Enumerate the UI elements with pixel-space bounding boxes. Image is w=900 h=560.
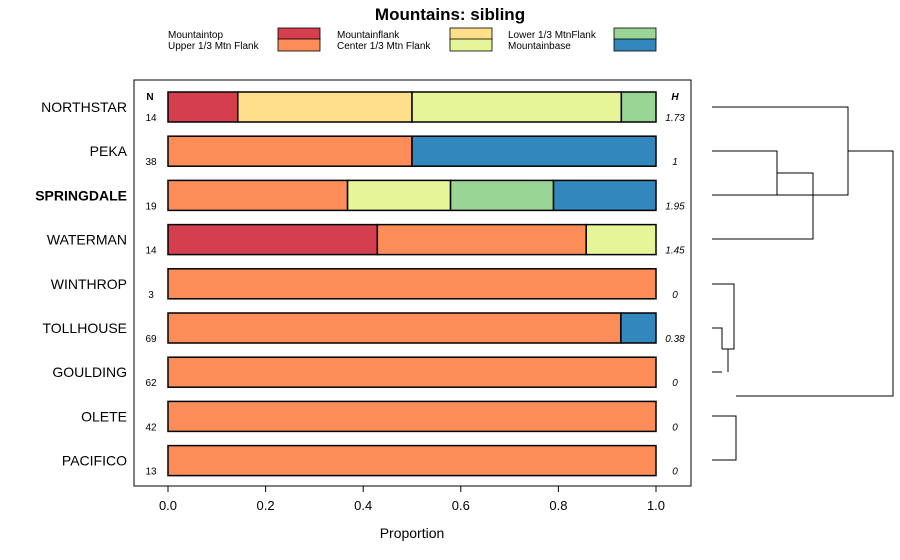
n-value-goulding: 62 — [145, 378, 157, 389]
bar-segment-northstar-lower-1-3-mtnflank — [620, 91, 657, 123]
bar-segment-peka-upper-1-3-mtn-flank — [167, 135, 413, 167]
n-value-waterman: 14 — [145, 246, 157, 257]
category-label-goulding: GOULDING — [52, 364, 127, 380]
n-value-springdale: 19 — [145, 201, 157, 212]
bar-segment-northstar-mountaintop — [167, 91, 239, 123]
category-label-winthrop: WINTHROP — [51, 276, 127, 292]
bar-segment-olete-upper-1-3-mtn-flank — [167, 400, 657, 433]
legend-label-mountainbase: Mountainbase — [508, 41, 571, 52]
x-tick-label: 0.2 — [257, 498, 275, 513]
legend-swatch-mountainflank — [449, 27, 493, 41]
chart-rows: NORTHSTAR 14 1.73 PEKA 38 1 SPRINGDALE 19 1.95 WA… — [35, 91, 685, 478]
dendrogram-branch-5 — [712, 283, 735, 350]
x-axis: 0.0 0.2 0.4 0.6 0.8 1.0 — [159, 486, 665, 513]
bar-segment-springdale-lower-1-3-mtnflank — [449, 179, 555, 212]
dendrogram-branch-6 — [712, 327, 723, 349]
h-value-winthrop: 0 — [672, 290, 678, 301]
h-value-northstar: 1.73 — [665, 113, 685, 124]
bar-segment-springdale-mountainbase — [552, 179, 657, 212]
legend-swatch-lower-1-3-mtnflank — [613, 27, 657, 41]
dendrogram-branch-4 — [736, 150, 894, 397]
bar-segment-waterman-mountaintop — [167, 223, 379, 256]
legend-swatch-center-1-3-mtn-flank — [449, 38, 493, 52]
legend-label-mountainflank: Mountainflank — [337, 30, 400, 41]
dendrogram — [712, 106, 894, 461]
legend-swatch-mountaintop — [277, 27, 321, 41]
n-value-winthrop: 3 — [148, 290, 154, 301]
plot-frame — [133, 79, 692, 487]
h-value-peka: 1 — [672, 157, 678, 168]
h-value-waterman: 1.45 — [665, 246, 685, 257]
bar-segment-winthrop-upper-1-3-mtn-flank — [167, 268, 657, 300]
bar-segment-goulding-upper-1-3-mtn-flank — [167, 356, 657, 388]
legend-swatch-upper-1-3-mtn-flank — [277, 38, 321, 52]
x-tick-label: 0.8 — [549, 498, 567, 513]
legend-label-center-1-3-mtn-flank: Center 1/3 Mtn Flank — [337, 41, 431, 52]
n-value-olete: 42 — [145, 422, 157, 433]
dendrogram-branch-2 — [712, 150, 778, 195]
legend-label-lower-1-3-mtnflank: Lower 1/3 MtnFlank — [508, 30, 597, 41]
bar-segment-waterman-center-1-3-mtn-flank — [585, 223, 657, 256]
bar-segment-tollhouse-mountainbase — [620, 312, 657, 344]
legend-label-upper-1-3-mtn-flank: Upper 1/3 Mtn Flank — [168, 41, 260, 52]
legend-label-mountaintop: Mountaintop — [168, 30, 223, 41]
dendrogram-branch-3 — [712, 172, 814, 240]
n-value-pacifico: 13 — [145, 467, 157, 478]
h-value-goulding: 0 — [672, 378, 678, 389]
n-value-northstar: 14 — [145, 113, 157, 124]
n-value-peka: 38 — [145, 157, 157, 168]
category-label-tollhouse: TOLLHOUSE — [42, 320, 127, 336]
dendrogram-branch-8 — [722, 348, 729, 372]
bar-segment-peka-mountainbase — [411, 135, 657, 167]
h-value-springdale: 1.95 — [665, 201, 685, 212]
h-value-pacifico: 0 — [672, 467, 678, 478]
n-column-header: N — [146, 92, 153, 103]
n-value-tollhouse: 69 — [145, 334, 157, 345]
bar-segment-waterman-upper-1-3-mtn-flank — [376, 223, 587, 256]
h-value-olete: 0 — [672, 422, 678, 433]
bar-segment-springdale-upper-1-3-mtn-flank — [167, 179, 349, 212]
bar-segment-pacifico-upper-1-3-mtn-flank — [167, 444, 657, 477]
bar-segment-tollhouse-upper-1-3-mtn-flank — [167, 312, 622, 344]
h-column-header: H — [671, 92, 679, 103]
x-tick-label: 0.0 — [159, 498, 177, 513]
category-label-northstar: NORTHSTAR — [41, 99, 127, 115]
x-axis-label: Proportion — [380, 525, 445, 541]
chart-title: Mountains: sibling — [375, 5, 525, 24]
bar-segment-northstar-center-1-3-mtn-flank — [411, 91, 623, 123]
category-label-pacifico: PACIFICO — [62, 453, 127, 469]
h-value-tollhouse: 0.38 — [665, 334, 685, 345]
dendrogram-branch-9 — [712, 415, 737, 461]
x-tick-label: 0.6 — [452, 498, 470, 513]
legend-swatch-mountainbase — [613, 38, 657, 52]
category-label-peka: PEKA — [90, 143, 128, 159]
category-label-olete: OLETE — [81, 408, 127, 424]
bar-segment-springdale-center-1-3-mtn-flank — [346, 179, 452, 212]
category-label-waterman: WATERMAN — [47, 232, 127, 248]
category-label-springdale: SPRINGDALE — [35, 187, 127, 203]
bar-segment-northstar-mountainflank — [237, 91, 413, 123]
x-tick-label: 1.0 — [647, 498, 665, 513]
x-tick-label: 0.4 — [354, 498, 372, 513]
